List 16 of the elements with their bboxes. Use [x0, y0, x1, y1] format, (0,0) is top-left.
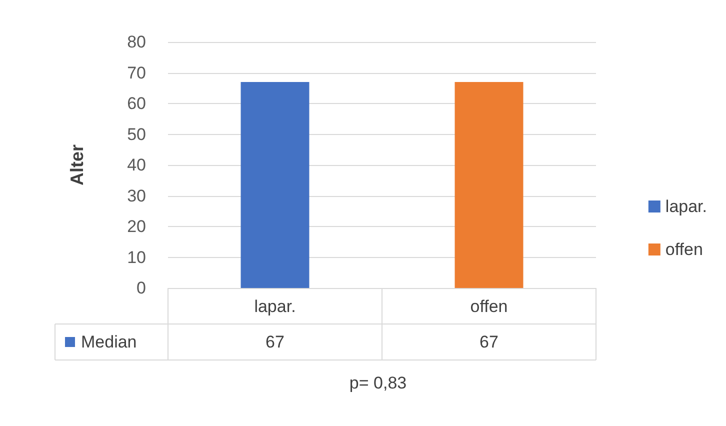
y-tick-label: 50	[127, 124, 146, 144]
y-axis-title: Alter	[67, 144, 87, 186]
y-tick-label: 60	[127, 94, 146, 113]
y-tick-label: 20	[127, 217, 146, 236]
y-tick-label: 40	[127, 156, 146, 174]
y-tick-label: 10	[127, 248, 146, 267]
data-label: 67	[480, 332, 498, 352]
y-tick-label: 70	[127, 63, 146, 82]
text: p= 0,83	[349, 374, 407, 392]
legend-label: lapar.	[665, 197, 708, 216]
text: Median	[81, 332, 137, 352]
y-tick-label: 30	[127, 186, 146, 206]
legend-label: offen	[665, 240, 703, 259]
data-label: 67	[266, 332, 284, 352]
y-tick-label: 80	[127, 32, 146, 52]
y-tick-label: 0	[136, 278, 146, 298]
